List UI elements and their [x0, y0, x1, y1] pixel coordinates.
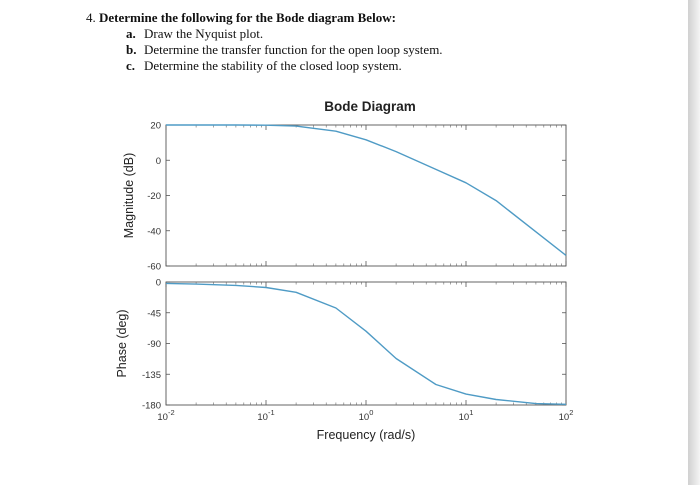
- phase-y-tick-label: -180: [142, 401, 161, 412]
- x-tick-label: 101: [459, 408, 474, 423]
- page-edge-shadow: [688, 0, 700, 485]
- magnitude-axes-frame: [165, 124, 567, 267]
- phase-y-tick-label: -45: [147, 308, 161, 319]
- x-tick-label: 100: [359, 408, 374, 423]
- question-item-c: c. Determine the stability of the closed…: [126, 58, 646, 74]
- phase-axes-frame: [165, 281, 567, 406]
- item-letter: a.: [126, 26, 136, 41]
- question-title-text: Determine the following for the Bode dia…: [99, 10, 396, 25]
- phase-series-line: [165, 282, 567, 405]
- x-tick-label: 10-1: [257, 408, 274, 423]
- question-item-a: a. Draw the Nyquist plot.: [126, 26, 646, 42]
- magnitude-series-line: [166, 124, 567, 256]
- magnitude-y-tick-label: 20: [150, 121, 161, 132]
- magnitude-y-tick-label: -40: [147, 226, 161, 237]
- item-text: Determine the transfer function for the …: [144, 42, 443, 57]
- question-block: 4. Determine the following for the Bode …: [86, 10, 646, 74]
- magnitude-y-tick-label: -60: [147, 262, 161, 273]
- question-title: 4. Determine the following for the Bode …: [86, 10, 646, 26]
- item-text: Determine the stability of the closed lo…: [144, 58, 402, 73]
- item-text: Draw the Nyquist plot.: [144, 26, 264, 41]
- item-letter: c.: [126, 58, 136, 73]
- x-axis-label: Frequency (rad/s): [317, 428, 416, 442]
- magnitude-y-axis-label: Magnitude (dB): [122, 153, 136, 238]
- question-item-b: b. Determine the transfer function for t…: [126, 42, 646, 58]
- x-tick-label: 102: [559, 408, 574, 423]
- magnitude-y-tick-label: -20: [147, 191, 161, 202]
- magnitude-y-tick-label: 0: [156, 156, 161, 167]
- question-items: a. Draw the Nyquist plot. b. Determine t…: [86, 26, 646, 74]
- phase-y-tick-label: -135: [142, 370, 161, 381]
- phase-y-tick-label: 0: [156, 278, 161, 289]
- item-letter: b.: [126, 42, 137, 57]
- phase-y-axis-label: Phase (deg): [115, 309, 129, 377]
- phase-y-tick-label: -90: [147, 339, 161, 350]
- chart-title: Bode Diagram: [324, 99, 416, 114]
- x-tick-label: 10-2: [157, 408, 174, 423]
- question-number: 4.: [86, 10, 96, 25]
